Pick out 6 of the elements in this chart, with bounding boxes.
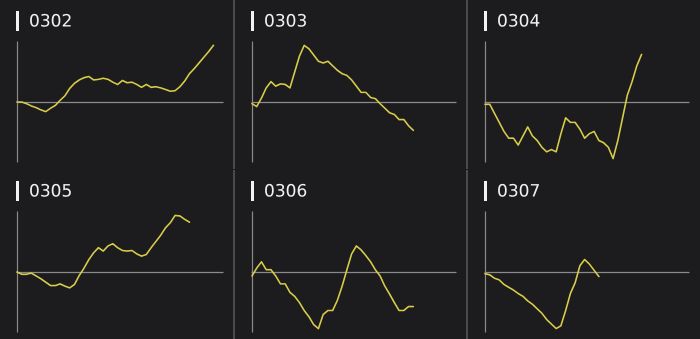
- chart-title: 0304: [497, 12, 540, 32]
- chart-title: 0303: [264, 12, 308, 32]
- chart-title: 0306: [264, 182, 308, 202]
- chart-title: 0307: [497, 182, 540, 202]
- chart-title: 0305: [29, 182, 72, 202]
- chart-title: 0302: [29, 12, 72, 32]
